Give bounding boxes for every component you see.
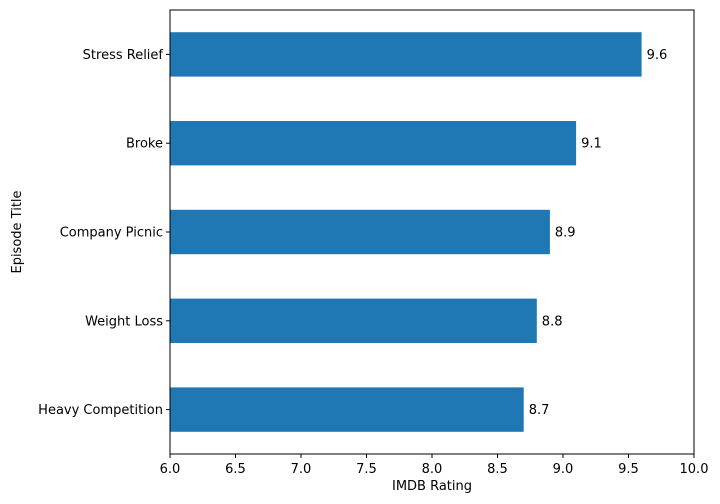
- x-tick-label: 10.0: [680, 462, 709, 477]
- x-tick-label: 9.5: [618, 462, 639, 477]
- y-tick-label: Stress Relief: [83, 48, 164, 63]
- x-tick-label: 9.0: [553, 462, 574, 477]
- plot-frame: [169, 9, 695, 455]
- x-tick-label: 8.5: [487, 462, 508, 477]
- bar: [170, 209, 550, 255]
- bar: [170, 387, 524, 432]
- bars-group: [170, 32, 642, 432]
- x-tick-label: 7.0: [291, 462, 312, 477]
- bar: [170, 298, 537, 343]
- y-tick-label: Broke: [126, 137, 163, 152]
- x-axis-label: IMDB Rating: [392, 479, 472, 494]
- x-tick-label: 6.0: [160, 462, 181, 477]
- bar-value-label: 8.8: [542, 314, 563, 329]
- bar-value-label: 8.9: [555, 226, 576, 241]
- y-axis-label: Episode Title: [10, 190, 25, 273]
- y-tick-label: Company Picnic: [60, 226, 163, 241]
- y-tick-label: Weight Loss: [85, 314, 163, 329]
- x-tick-label: 6.5: [225, 462, 246, 477]
- bar: [170, 32, 642, 77]
- bar-value-label: 9.1: [581, 137, 602, 152]
- x-axis-ticks: 6.0 6.5 7.0 7.5 8.0 8.5 9.0 9.5 10.0: [160, 454, 709, 477]
- value-labels-group: 9.6 9.1 8.9 8.8 8.7: [529, 48, 668, 418]
- y-axis-ticks: Stress Relief Broke Company Picnic Weight L…: [38, 48, 170, 418]
- x-tick-label: 7.5: [356, 462, 377, 477]
- bar: [170, 121, 577, 166]
- bar-value-label: 8.7: [529, 403, 550, 418]
- bar-value-label: 9.6: [647, 48, 668, 63]
- x-tick-label: 8.0: [422, 462, 443, 477]
- y-tick-label: Heavy Competition: [38, 403, 163, 418]
